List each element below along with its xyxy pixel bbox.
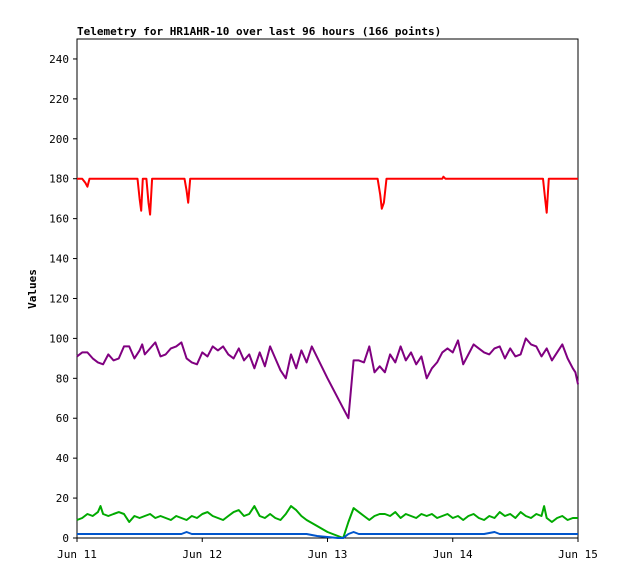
x-tick-label: Jun 11	[57, 548, 97, 561]
chart-title: Telemetry for HR1AHR-10 over last 96 hou…	[77, 25, 441, 38]
y-tick-label: 60	[56, 412, 69, 425]
series-line-1	[77, 175, 578, 216]
y-axis: 0 20 40 60 80 100 120 140 160 180 200 220 240	[49, 53, 77, 545]
y-tick-label: 200	[49, 133, 69, 146]
x-tick-label: Jun 12	[182, 548, 222, 561]
y-axis-label: Values	[26, 269, 39, 309]
series-lines	[76, 175, 579, 539]
x-tick-label: Jun 13	[308, 548, 348, 561]
series-line-3	[76, 505, 578, 539]
x-tick-label: Jun 15	[558, 548, 598, 561]
y-tick-label: 240	[49, 53, 69, 66]
y-tick-label: 20	[56, 492, 69, 505]
y-tick-label: 140	[49, 253, 69, 266]
y-tick-label: 40	[56, 452, 69, 465]
y-tick-label: 120	[49, 292, 69, 305]
plot-area-frame	[76, 38, 579, 539]
y-tick-label: 160	[49, 213, 69, 226]
series-line-4	[77, 531, 578, 539]
series-line-2	[76, 337, 579, 420]
y-tick-label: 220	[49, 93, 69, 106]
y-tick-label: 180	[49, 173, 69, 186]
y-tick-label: 100	[49, 332, 69, 345]
x-axis: Jun 11 Jun 12 Jun 13 Jun 14 Jun 15	[57, 538, 598, 561]
y-tick-label: 80	[56, 372, 69, 385]
y-tick-label: 0	[62, 532, 69, 545]
x-tick-label: Jun 14	[433, 548, 473, 561]
